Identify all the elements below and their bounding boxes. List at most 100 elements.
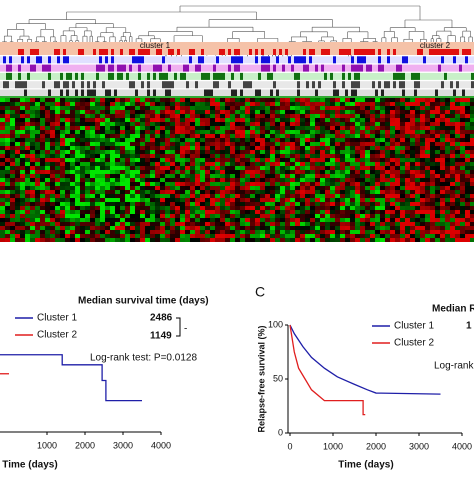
heatmap-cell — [120, 214, 125, 218]
annotation-cell — [231, 56, 234, 64]
annotation-cell — [162, 56, 165, 64]
heatmap-cell — [235, 178, 240, 182]
heatmap-cell — [390, 218, 395, 222]
heatmap-cell — [195, 190, 200, 194]
heatmap-cell — [315, 178, 320, 182]
heatmap-cell — [220, 102, 225, 106]
annotation-cell — [33, 48, 36, 55]
annotation-bar — [0, 72, 474, 80]
heatmap-cell — [15, 198, 20, 202]
heatmap-cell — [305, 194, 310, 198]
heatmap-cell — [275, 126, 280, 130]
annotation-cell — [357, 56, 360, 64]
heatmap-cell — [455, 186, 460, 190]
heatmap-cell — [295, 102, 300, 106]
heatmap-cell — [420, 146, 425, 150]
heatmap-cell — [10, 142, 15, 146]
heatmap-cell — [170, 98, 175, 102]
heatmap-cell — [295, 218, 300, 222]
legend-label: Cluster 1 — [394, 321, 434, 332]
annotation-cell — [357, 72, 360, 80]
heatmap-cell — [470, 122, 474, 126]
heatmap-cell — [450, 206, 455, 210]
heatmap-cell — [310, 166, 315, 170]
heatmap-cell — [40, 154, 45, 158]
heatmap-cell — [35, 194, 40, 198]
heatmap-cell — [200, 162, 205, 166]
heatmap-cell — [35, 118, 40, 122]
heatmap-cell — [225, 198, 230, 202]
heatmap-cell — [160, 110, 165, 114]
heatmap-cell — [325, 106, 330, 110]
heatmap-cell — [180, 174, 185, 178]
heatmap-cell — [195, 130, 200, 134]
heatmap-cell — [160, 202, 165, 206]
heatmap-cell — [285, 134, 290, 138]
heatmap-cell — [320, 170, 325, 174]
heatmap-cell — [75, 198, 80, 202]
heatmap-cell — [235, 210, 240, 214]
annotation-cell — [60, 72, 63, 80]
heatmap-cell — [425, 210, 430, 214]
heatmap-cell — [260, 170, 265, 174]
heatmap-cell — [345, 150, 350, 154]
heatmap-cell — [465, 130, 470, 134]
heatmap-cell — [5, 114, 10, 118]
heatmap-cell — [65, 214, 70, 218]
annotation-cell — [468, 48, 471, 55]
heatmap-cell — [380, 210, 385, 214]
heatmap-cell — [150, 102, 155, 106]
heatmap-cell — [20, 226, 25, 230]
heatmap-cell — [10, 214, 15, 218]
heatmap-cell — [150, 218, 155, 222]
heatmap-cell — [25, 222, 30, 226]
heatmap-cell — [195, 126, 200, 130]
heatmap-cell — [440, 182, 445, 186]
heatmap-cell — [405, 134, 410, 138]
heatmap-cell — [190, 198, 195, 202]
annotation-cell — [138, 64, 141, 72]
heatmap-cell — [285, 186, 290, 190]
heatmap-cell — [270, 218, 275, 222]
annotation-cell — [102, 81, 105, 89]
heatmap-cell — [75, 234, 80, 238]
heatmap-cell — [175, 214, 180, 218]
heatmap-cell — [85, 186, 90, 190]
annotation-cell — [315, 64, 318, 72]
heatmap-cell — [345, 158, 350, 162]
heatmap-cell — [175, 238, 180, 242]
heatmap-cell — [215, 206, 220, 210]
heatmap-cell — [385, 202, 390, 206]
heatmap-cell — [165, 114, 170, 118]
heatmap-cell — [285, 206, 290, 210]
heatmap-cell — [195, 166, 200, 170]
heatmap-cell — [100, 134, 105, 138]
heatmap-cell — [80, 162, 85, 166]
heatmap-cell — [230, 170, 235, 174]
heatmap-cell — [465, 138, 470, 142]
heatmap-cell — [115, 154, 120, 158]
heatmap-cell — [350, 118, 355, 122]
heatmap-cell — [380, 110, 385, 114]
annotation-cell — [249, 48, 252, 55]
heatmap-cell — [10, 222, 15, 226]
heatmap-cell — [270, 162, 275, 166]
heatmap-cell — [335, 126, 340, 130]
heatmap-cell — [120, 166, 125, 170]
heatmap-cell — [55, 238, 60, 242]
heatmap-cell — [210, 122, 215, 126]
annotation-cell — [294, 72, 297, 80]
heatmap-cell — [30, 122, 35, 126]
heatmap-cell — [190, 138, 195, 142]
heatmap-cell — [60, 150, 65, 154]
heatmap-cell — [355, 194, 360, 198]
heatmap-cell — [70, 102, 75, 106]
heatmap-cell — [155, 142, 160, 146]
heatmap-cell — [120, 142, 125, 146]
heatmap-cell — [30, 234, 35, 238]
heatmap-cell — [310, 118, 315, 122]
annotation-cell — [342, 48, 345, 55]
annotation-cell — [189, 56, 192, 64]
heatmap-cell — [40, 138, 45, 142]
heatmap-cell — [160, 194, 165, 198]
